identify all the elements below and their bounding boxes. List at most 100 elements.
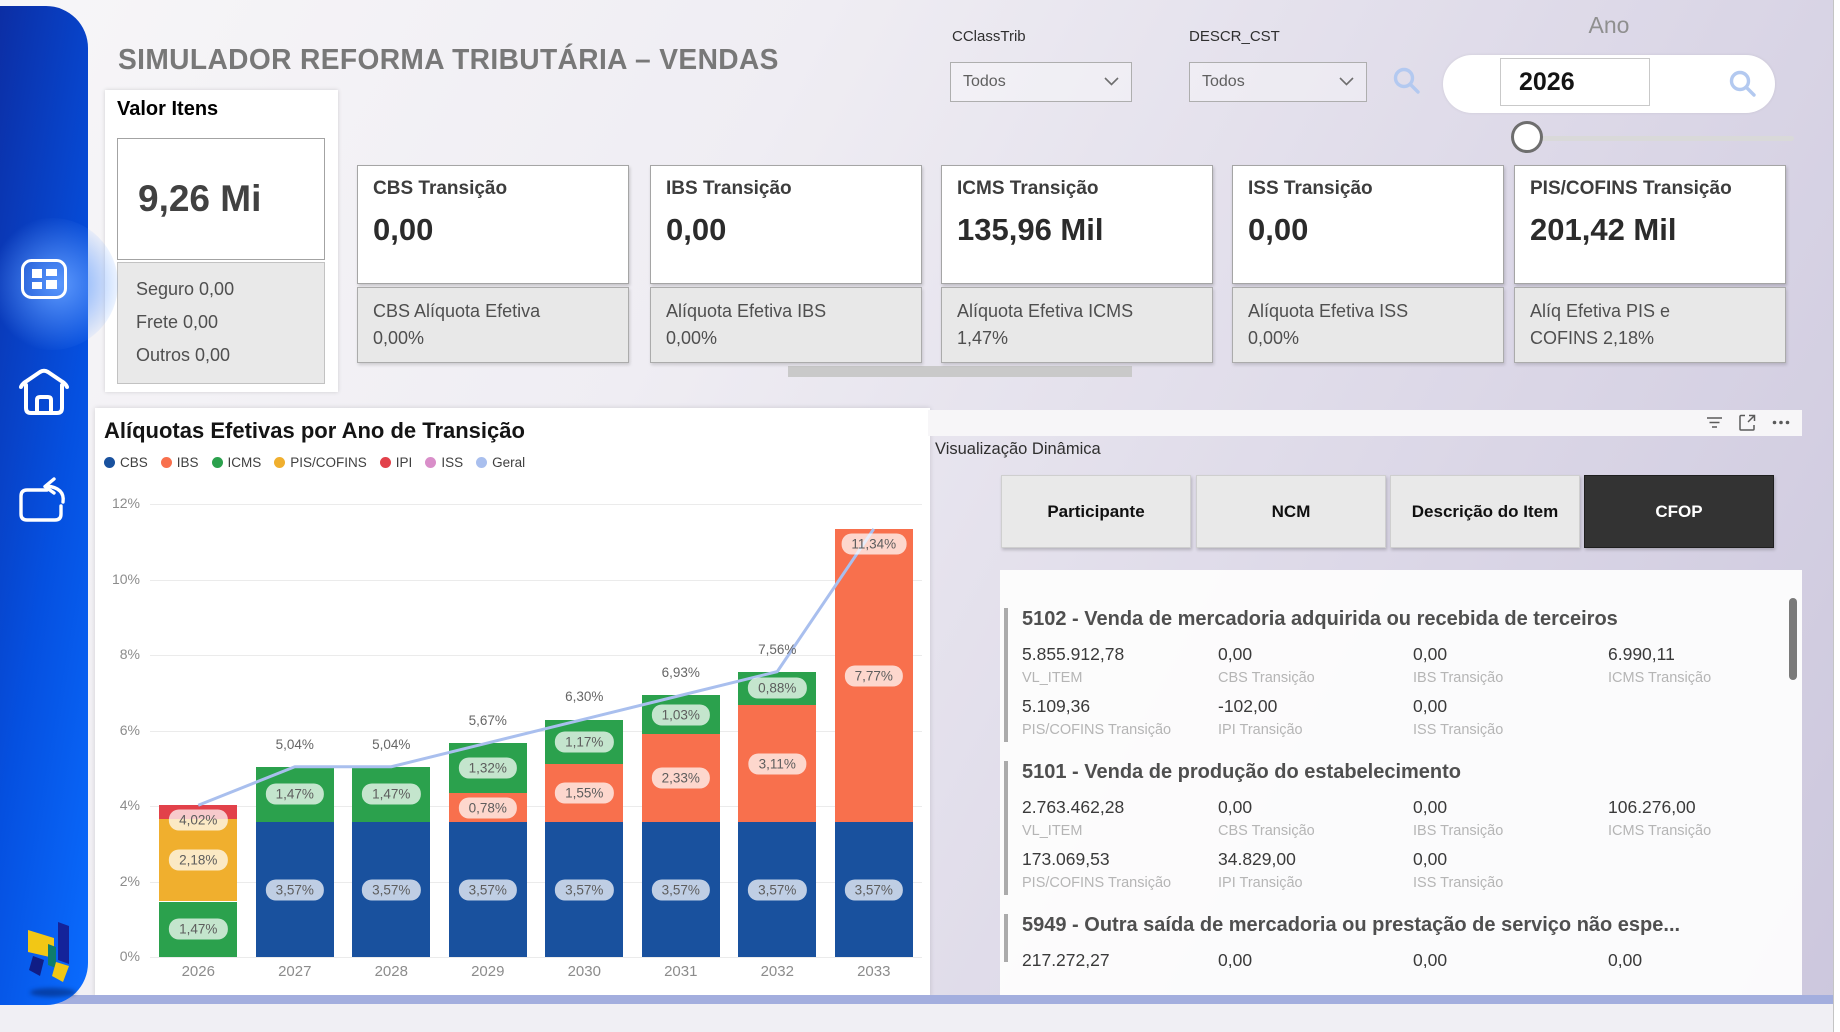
bar-label-chip: 3,57% bbox=[844, 879, 903, 901]
valor-itens-card: Valor Itens 9,26 Mi Seguro 0,00 Frete 0,0… bbox=[105, 90, 338, 392]
metric-label: VL_ITEM bbox=[1022, 823, 1083, 839]
legend-label: ISS bbox=[441, 455, 464, 470]
kpi-card-value: 135,96 Mil bbox=[957, 212, 1104, 247]
metric-value: 217.272,27 bbox=[1022, 950, 1110, 968]
legend-dot bbox=[476, 457, 488, 468]
kpi-card-top: IBS Transição 0,00 bbox=[650, 165, 922, 284]
valor-itens-detail: Seguro 0,00 bbox=[136, 279, 235, 299]
legend-item-geral[interactable]: Geral bbox=[476, 455, 525, 470]
line-data-label: 5,67% bbox=[468, 712, 507, 728]
kpi-card-iss-transi-o[interactable]: ISS Transição 0,00 Alíquota Efetiva ISS 0,0… bbox=[1232, 165, 1504, 363]
kpi-card-top: CBS Transição 0,00 bbox=[357, 165, 629, 284]
legend-item-ipi[interactable]: IPI bbox=[379, 455, 412, 470]
y-axis-tick: 8% bbox=[119, 646, 140, 662]
kpi-card-subtitle: CBS Alíquota Efetiva 0,00% bbox=[357, 287, 629, 363]
bar-label-chip: 3,57% bbox=[748, 879, 807, 901]
metric-label: CBS Transição bbox=[1218, 823, 1315, 839]
x-axis-tick: 2027 bbox=[278, 963, 312, 980]
filter-icon[interactable] bbox=[1706, 416, 1723, 429]
kpi-card-subtitle-line: Alíquota Efetiva ISS bbox=[1248, 301, 1409, 321]
viz-button-participante[interactable]: Participante bbox=[1001, 475, 1191, 548]
bar-label-chip: 0,88% bbox=[748, 677, 807, 699]
kpi-card-cbs-transi-o[interactable]: CBS Transição 0,00 CBS Alíquota Efetiva 0,0… bbox=[357, 165, 629, 363]
ano-slicer: 2026 bbox=[1443, 55, 1775, 113]
viz-button-descri-o-do-item[interactable]: Descrição do Item bbox=[1390, 475, 1580, 548]
x-axis-tick: 2031 bbox=[664, 963, 698, 980]
list-scrollbar[interactable] bbox=[1789, 598, 1797, 680]
cclasstrib-dropdown[interactable]: Todos bbox=[950, 62, 1132, 102]
kpi-card-top: PIS/COFINS Transição 201,42 Mil bbox=[1514, 165, 1786, 284]
kpi-card-pis-cofins-transi-o[interactable]: PIS/COFINS Transição 201,42 Mil Alíq Efeti… bbox=[1514, 165, 1786, 363]
viz-button-cfop[interactable]: CFOP bbox=[1584, 475, 1774, 548]
descr-cst-dropdown[interactable]: Todos bbox=[1189, 62, 1367, 102]
kpi-card-title: ISS Transição bbox=[1248, 178, 1373, 199]
metric-value-cbs-transi-o: 0,00 bbox=[1218, 644, 1253, 664]
list-item-5101[interactable]: 5101 - Venda de produção do estabelecime… bbox=[1004, 753, 1796, 901]
legend-item-icms[interactable]: ICMS bbox=[211, 455, 261, 470]
sidebar-item-back[interactable] bbox=[0, 476, 88, 531]
sidebar-item-dashboard[interactable] bbox=[0, 258, 88, 305]
kpi-card-subtitle-line: 0,00% bbox=[373, 328, 425, 348]
x-axis-tick: 2028 bbox=[374, 963, 408, 980]
kpi-card-subtitle-line: Alíquota Efetiva ICMS bbox=[957, 301, 1134, 321]
x-axis-tick: 2026 bbox=[181, 963, 215, 980]
descr-cst-filter-label: DESCR_CST bbox=[1189, 28, 1280, 45]
legend-item-cbs[interactable]: CBS bbox=[104, 455, 148, 470]
page-title: SIMULADOR REFORMA TRIBUTÁRIA – VENDAS bbox=[118, 44, 779, 76]
bar-label-chip: 3,57% bbox=[362, 879, 421, 901]
kpi-card-subtitle: Alíquota Efetiva ISS 0,00% bbox=[1232, 287, 1504, 363]
kpi-card-title: ICMS Transição bbox=[957, 178, 1099, 199]
kpi-card-subtitle: Alíquota Efetiva IBS 0,00% bbox=[650, 287, 922, 363]
dashboard-grid-icon bbox=[20, 258, 68, 305]
bar-label-chip: 1,47% bbox=[265, 783, 324, 805]
ano-filter-label: Ano bbox=[1588, 12, 1630, 38]
cards-horizontal-scrollbar[interactable] bbox=[788, 366, 1132, 377]
ano-slider-track[interactable] bbox=[1528, 136, 1794, 141]
list-item-header: 5101 - Venda de produção do estabelecime… bbox=[1022, 761, 1462, 783]
search-icon[interactable] bbox=[1728, 69, 1758, 104]
list-item-5949[interactable]: 5949 - Outra saída de mercadoria ou pres… bbox=[1004, 906, 1796, 968]
total-label-chip: 11,34% bbox=[841, 533, 907, 555]
kpi-card-icms-transi-o[interactable]: ICMS Transição 135,96 Mil Alíquota Efetiva… bbox=[941, 165, 1213, 363]
metric-value: 0,00 bbox=[1413, 950, 1448, 968]
focus-mode-icon[interactable] bbox=[1739, 414, 1756, 431]
kpi-card-value: 0,00 bbox=[666, 212, 727, 247]
kpi-card-ibs-transi-o[interactable]: IBS Transição 0,00 Alíquota Efetiva IBS 0,0… bbox=[650, 165, 922, 363]
ano-value-input[interactable]: 2026 bbox=[1500, 58, 1650, 106]
bottom-strip bbox=[0, 1004, 1833, 1032]
metric-value-iss-transi-o: 0,00 bbox=[1413, 696, 1448, 716]
valor-itens-title: Valor Itens bbox=[117, 98, 219, 120]
gridline bbox=[150, 957, 922, 958]
list-item-5102[interactable]: 5102 - Venda de mercadoria adquirida ou … bbox=[1004, 600, 1796, 748]
metric-value: 0,00 bbox=[1218, 950, 1253, 968]
kpi-card-subtitle-line: Alíquota Efetiva IBS bbox=[666, 301, 827, 321]
legend-item-ibs[interactable]: IBS bbox=[160, 455, 199, 470]
valor-itens-value: 9,26 Mi bbox=[138, 178, 262, 219]
metric-label: IPI Transição bbox=[1218, 722, 1303, 738]
legend-item-pis-cofins[interactable]: PIS/COFINS bbox=[274, 455, 367, 470]
bar-label-chip: 7,77% bbox=[844, 665, 903, 687]
gridline bbox=[150, 881, 922, 883]
company-logo bbox=[26, 918, 80, 995]
bar-label-chip: 1,32% bbox=[458, 757, 517, 779]
metric-label: IBS Transição bbox=[1413, 823, 1504, 839]
kpi-card-subtitle-line: CBS Alíquota Efetiva bbox=[373, 301, 541, 321]
metric-label: IBS Transição bbox=[1413, 670, 1504, 686]
viz-button-ncm[interactable]: NCM bbox=[1196, 475, 1386, 548]
metric-value-icms-transi-o: 106.276,00 bbox=[1608, 797, 1696, 817]
sidebar bbox=[0, 6, 118, 1005]
metric-label: ICMS Transição bbox=[1608, 670, 1712, 686]
y-axis-tick: 0% bbox=[119, 948, 140, 964]
ano-slider-handle[interactable] bbox=[1511, 121, 1543, 153]
legend-dot bbox=[104, 457, 115, 468]
more-options-icon[interactable] bbox=[1772, 420, 1790, 425]
search-icon[interactable] bbox=[1392, 66, 1422, 101]
metric-label: IPI Transição bbox=[1218, 875, 1303, 891]
list-item-header: 5102 - Venda de mercadoria adquirida ou … bbox=[1022, 608, 1618, 630]
legend-item-iss[interactable]: ISS bbox=[425, 455, 463, 470]
x-axis-tick: 2030 bbox=[567, 963, 601, 980]
sidebar-item-home[interactable] bbox=[0, 364, 88, 423]
metric-value-cbs-transi-o: 0,00 bbox=[1218, 797, 1253, 817]
metric-label: VL_ITEM bbox=[1022, 670, 1083, 686]
